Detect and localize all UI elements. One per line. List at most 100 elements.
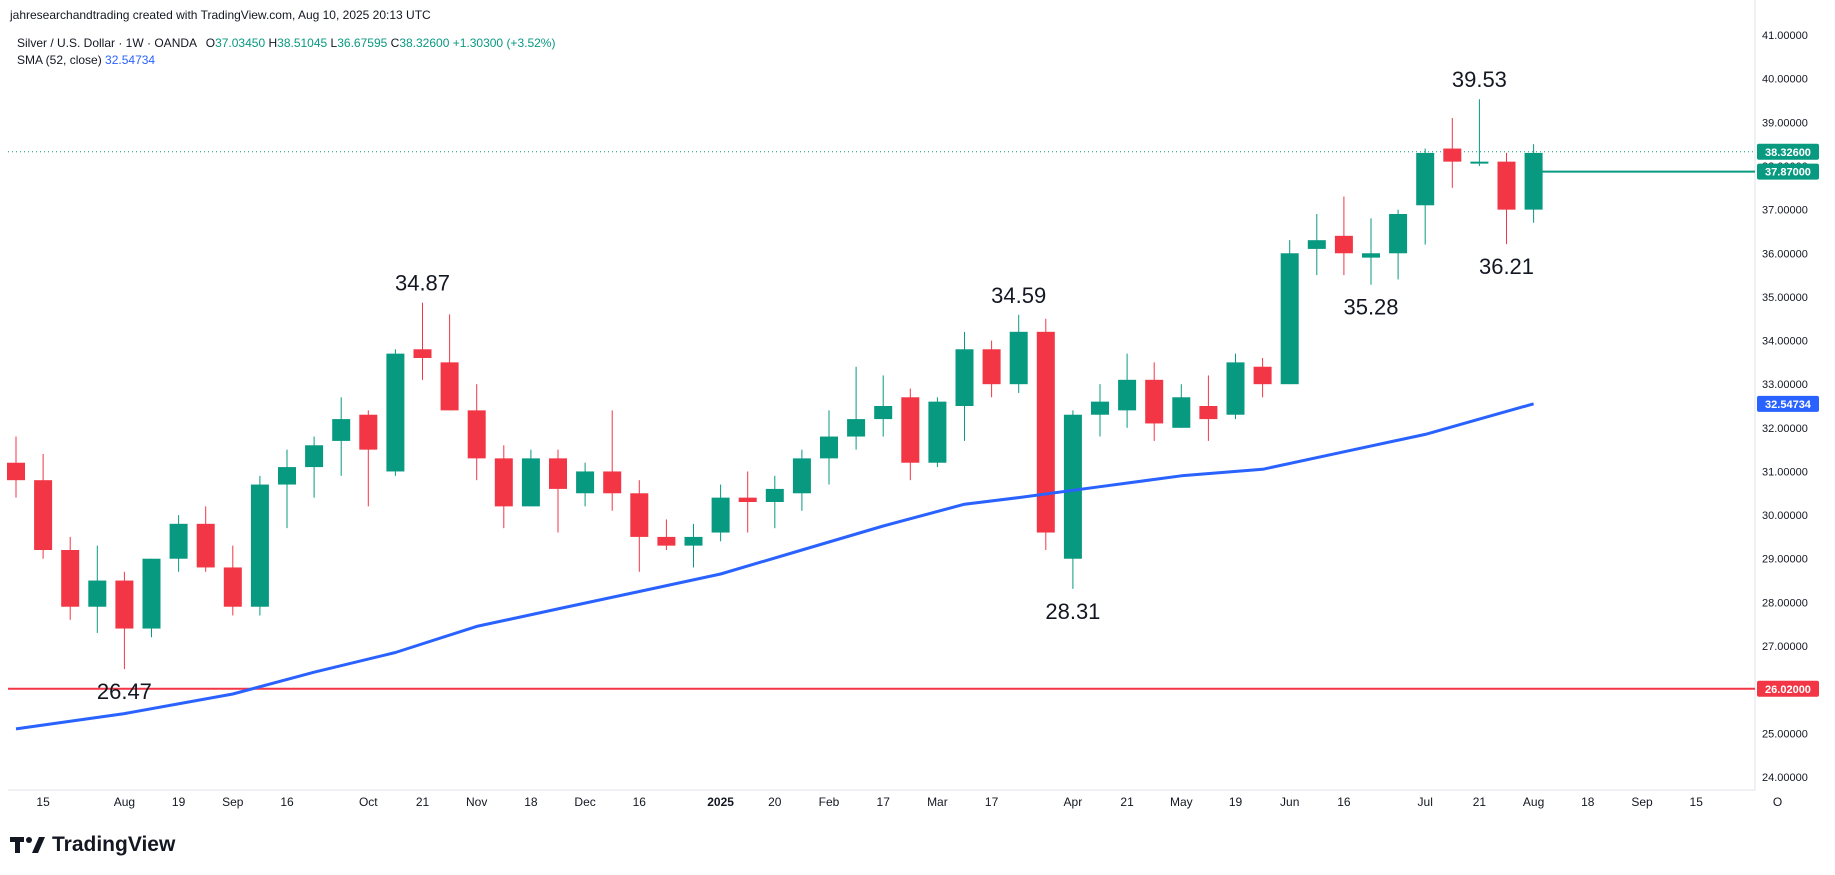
candle-body bbox=[413, 349, 432, 358]
level-price-tag: 37.87000 bbox=[1757, 163, 1819, 180]
candle-body bbox=[1389, 214, 1408, 254]
sma-row[interactable]: SMA (52, close) 32.54734 bbox=[17, 52, 555, 69]
candle[interactable] bbox=[1036, 318, 1055, 550]
candle[interactable] bbox=[630, 480, 649, 572]
candle[interactable] bbox=[7, 436, 25, 498]
x-tick-label: 21 bbox=[416, 795, 430, 809]
candle[interactable] bbox=[386, 349, 405, 476]
candle[interactable] bbox=[169, 515, 188, 572]
candle-body bbox=[494, 458, 513, 507]
y-tick-label: 40.00000 bbox=[1762, 74, 1808, 86]
ohlc-row[interactable]: Silver / U.S. Dollar · 1W · OANDA O37.03… bbox=[17, 35, 555, 52]
candle[interactable] bbox=[278, 449, 296, 529]
candle[interactable] bbox=[1334, 196, 1353, 276]
candle[interactable] bbox=[1226, 353, 1245, 420]
candle[interactable] bbox=[928, 397, 947, 468]
candle[interactable] bbox=[521, 449, 540, 507]
candle-body bbox=[521, 458, 540, 507]
candle[interactable] bbox=[1307, 214, 1326, 276]
candle[interactable] bbox=[142, 558, 161, 638]
candle-body bbox=[738, 497, 757, 502]
candle[interactable] bbox=[1443, 118, 1462, 188]
price-annotation: 28.31 bbox=[1045, 599, 1100, 624]
candle-body bbox=[684, 536, 703, 546]
candle[interactable] bbox=[1091, 384, 1109, 437]
candle[interactable] bbox=[61, 536, 80, 620]
candle-body bbox=[61, 550, 80, 607]
candle[interactable] bbox=[1362, 218, 1380, 285]
candle[interactable] bbox=[115, 571, 134, 670]
candle[interactable] bbox=[1009, 314, 1028, 393]
svg-text:37.87000: 37.87000 bbox=[1765, 167, 1811, 179]
candle-body bbox=[1172, 397, 1191, 428]
candle[interactable] bbox=[549, 449, 567, 533]
candle[interactable] bbox=[467, 384, 486, 481]
x-tick-label: Mar bbox=[927, 795, 948, 809]
candle-body bbox=[467, 410, 486, 459]
candle-body bbox=[359, 414, 378, 450]
x-tick-label: 15 bbox=[1690, 795, 1704, 809]
candle[interactable] bbox=[250, 475, 269, 616]
candle[interactable] bbox=[34, 454, 53, 559]
candle[interactable] bbox=[1497, 152, 1516, 245]
candle[interactable] bbox=[332, 397, 351, 476]
candle[interactable] bbox=[1389, 209, 1408, 280]
y-tick-label: 37.00000 bbox=[1762, 205, 1808, 217]
candle[interactable] bbox=[955, 331, 974, 441]
y-tick-label: 41.00000 bbox=[1762, 30, 1808, 42]
candle[interactable] bbox=[440, 314, 459, 411]
candle[interactable] bbox=[196, 506, 215, 572]
candle[interactable] bbox=[1470, 99, 1489, 166]
candle[interactable] bbox=[305, 436, 324, 498]
candle[interactable] bbox=[1172, 384, 1191, 428]
candle-body bbox=[1253, 366, 1272, 385]
x-tick-label: 19 bbox=[172, 795, 186, 809]
candle[interactable] bbox=[1280, 240, 1299, 385]
candle[interactable] bbox=[711, 484, 730, 542]
candle[interactable] bbox=[1253, 358, 1272, 398]
candle[interactable] bbox=[1524, 144, 1543, 223]
sma-line[interactable] bbox=[15, 402, 1535, 731]
candle[interactable] bbox=[223, 545, 242, 616]
candle[interactable] bbox=[765, 475, 784, 529]
candle-body bbox=[657, 536, 676, 546]
candle[interactable] bbox=[792, 449, 811, 511]
candle[interactable] bbox=[1416, 148, 1435, 245]
candle-body bbox=[278, 467, 296, 485]
y-tick-label: 27.00000 bbox=[1762, 641, 1808, 653]
candle-body bbox=[1443, 148, 1462, 162]
x-tick-label: 18 bbox=[1581, 795, 1595, 809]
candle[interactable] bbox=[603, 410, 622, 511]
chart-attribution: jahresearchandtrading created with Tradi… bbox=[10, 8, 431, 22]
candle[interactable] bbox=[684, 523, 703, 568]
candle[interactable] bbox=[359, 410, 378, 507]
y-tick-label: 35.00000 bbox=[1762, 292, 1808, 304]
candle[interactable] bbox=[1145, 362, 1164, 441]
candle-body bbox=[440, 362, 459, 411]
candle-body bbox=[34, 480, 53, 550]
candle[interactable] bbox=[576, 462, 595, 507]
candle[interactable] bbox=[847, 366, 866, 450]
tradingview-logo[interactable]: TradingView bbox=[10, 833, 175, 857]
x-tick-label: 21 bbox=[1120, 795, 1134, 809]
candle[interactable] bbox=[982, 340, 1001, 398]
candle-body bbox=[955, 349, 974, 406]
candle-body bbox=[1118, 379, 1137, 411]
candle[interactable] bbox=[657, 519, 676, 550]
brand-name: TradingView bbox=[52, 833, 176, 856]
x-tick-label: 19 bbox=[1229, 795, 1243, 809]
candle[interactable] bbox=[901, 388, 920, 481]
candle[interactable] bbox=[494, 445, 513, 529]
candle[interactable] bbox=[1199, 375, 1218, 441]
candle[interactable] bbox=[820, 410, 838, 485]
candle[interactable] bbox=[874, 375, 893, 437]
candle[interactable] bbox=[738, 471, 757, 533]
candle-body bbox=[711, 497, 730, 533]
candle[interactable] bbox=[1063, 410, 1082, 589]
candle-body bbox=[603, 471, 622, 494]
svg-text:26.02000: 26.02000 bbox=[1765, 684, 1811, 696]
candle[interactable] bbox=[1118, 353, 1137, 428]
candle[interactable] bbox=[413, 302, 432, 380]
candle[interactable] bbox=[88, 545, 107, 633]
